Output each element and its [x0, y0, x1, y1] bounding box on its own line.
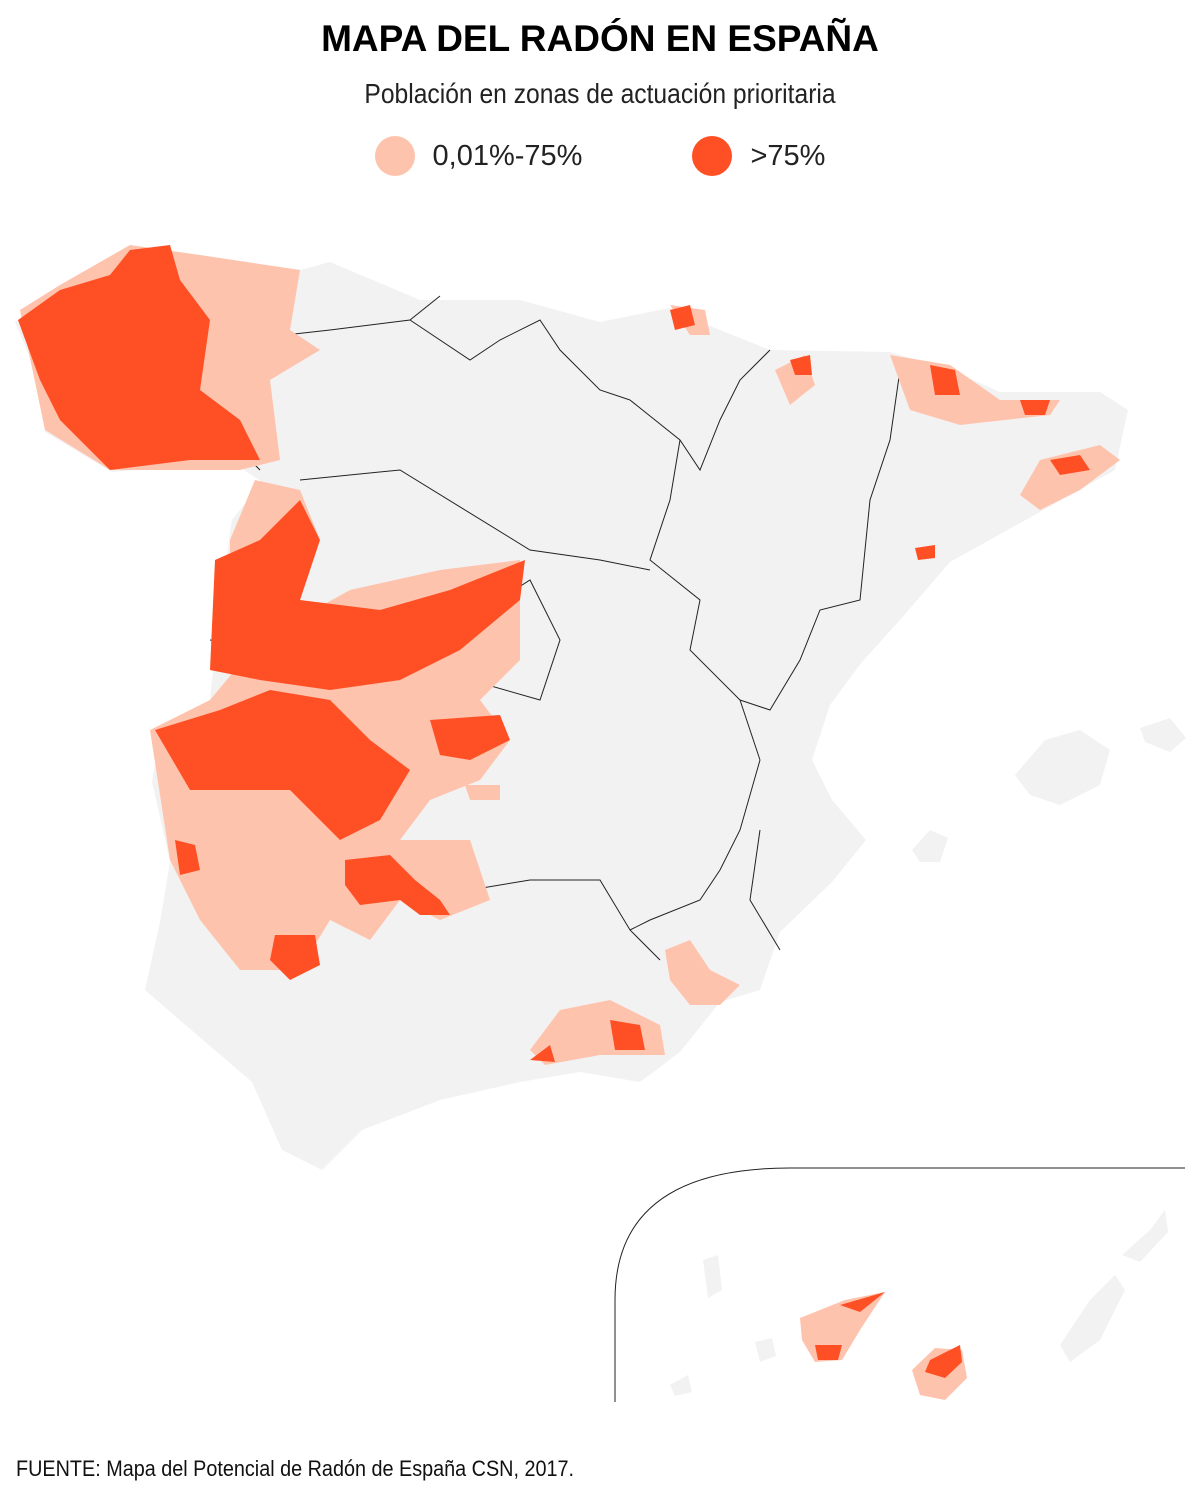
zones-high [18, 245, 1090, 1062]
source-note: FUENTE: Mapa del Potencial de Radón de E… [16, 1456, 575, 1481]
legend: 0,01%-75% >75% [0, 136, 1200, 176]
menorca [1140, 718, 1186, 752]
legend-item-low: 0,01%-75% [374, 136, 583, 176]
legend-label-low: 0,01%-75% [432, 139, 583, 172]
legend-swatch-high [692, 136, 733, 176]
ibiza [912, 830, 948, 862]
canary-inset-frame [614, 1167, 1185, 1402]
legend-label-high: >75% [750, 139, 826, 172]
legend-item-high: >75% [692, 136, 825, 176]
legend-swatch-low [374, 136, 415, 176]
mallorca [1015, 730, 1110, 805]
map-title: MAPA DEL RADÓN EN ESPAÑA [321, 18, 879, 59]
canary-islands [670, 1210, 1168, 1400]
map-subtitle: Población en zonas de actuación priorita… [364, 78, 836, 109]
